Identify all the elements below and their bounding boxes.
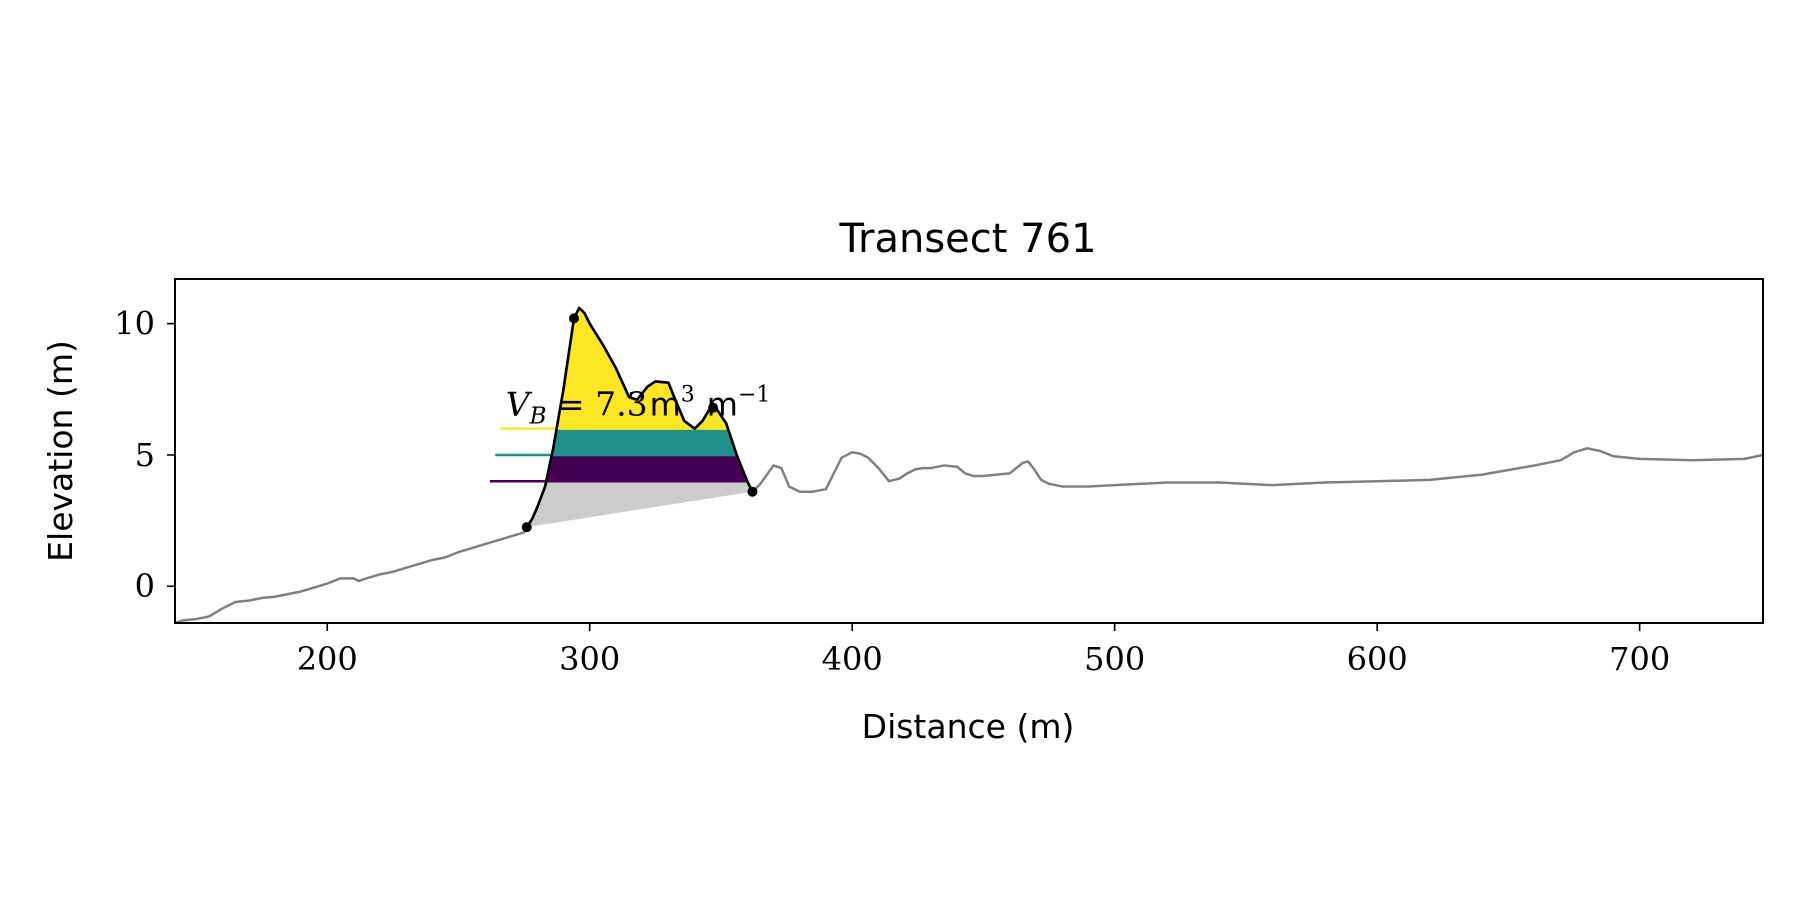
annotation-unit-exponent: 3 [681,383,695,408]
x-tick-label-4: 600 [1347,640,1408,678]
y-tick-label-0: 0 [135,567,155,605]
axes-frame [174,278,1764,624]
y-tick-label-1: 5 [135,436,155,474]
profile-marker-2 [708,402,719,413]
y-tick-label-2: 10 [114,305,155,343]
annotation-unit-per: m [707,386,738,424]
profile-marker-0 [521,522,532,533]
annotation-unit-per-exponent: −1 [738,383,770,408]
annotation: VB = 7.3m3 m−1 [506,383,771,430]
y-axis-label: Elevation (m) [41,340,80,562]
x-tick-label-5: 700 [1609,640,1670,678]
volume-annotation: VB = 7.3m3 m−1 [506,383,771,430]
annotation-unit: m [650,386,681,424]
axes: 200 300 400 500 600 700 0 5 10 [114,278,1764,678]
chart-title: Transect 761 [838,216,1096,262]
profile-marker-3 [747,486,758,497]
x-tick-label-3: 500 [1084,640,1145,678]
annotation-symbol: V [506,385,533,424]
x-tick-label-0: 200 [297,640,358,678]
band-fill-1 [552,428,736,455]
band-fill-2 [556,307,728,429]
x-tick-label-2: 400 [822,640,883,678]
x-axis-label: Distance (m) [862,707,1075,746]
band-fill-0 [546,454,746,482]
annotation-value: = 7.3 [546,385,647,424]
annotation-subscript: B [529,404,547,430]
plot-area [175,306,1763,623]
profile-marker-1 [568,313,579,324]
x-tick-label-1: 300 [559,640,620,678]
